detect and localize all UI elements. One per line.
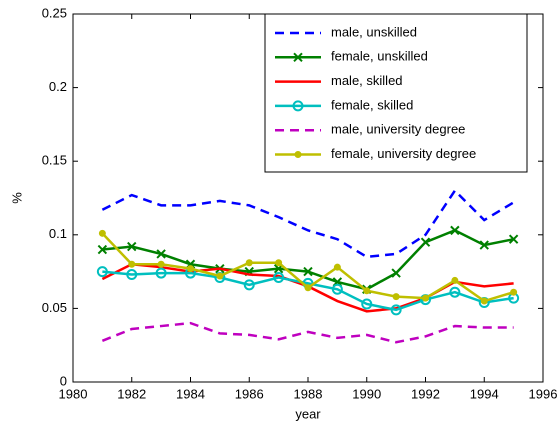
legend-label: male, university degree — [331, 122, 465, 137]
y-tick-label: 0.25 — [42, 5, 67, 20]
marker — [480, 297, 488, 305]
marker — [331, 283, 343, 295]
x-tick-label: 1992 — [411, 386, 440, 401]
marker — [243, 279, 255, 291]
marker — [156, 249, 166, 259]
legend-label: male, skilled — [331, 73, 403, 88]
legend-label: female, skilled — [331, 97, 413, 112]
x-tick-label: 1994 — [470, 386, 499, 401]
marker — [390, 304, 402, 316]
marker — [126, 269, 138, 281]
marker — [333, 263, 341, 271]
legend-label: male, unskilled — [331, 24, 417, 39]
marker — [304, 284, 312, 292]
marker — [155, 267, 167, 279]
x-tick-label: 1984 — [176, 386, 205, 401]
y-tick-label: 0.2 — [49, 79, 67, 94]
marker — [96, 266, 108, 278]
y-tick-label: 0.05 — [42, 300, 67, 315]
series-line — [101, 321, 514, 344]
marker — [187, 265, 194, 273]
marker — [98, 229, 106, 237]
marker — [127, 241, 137, 252]
legend — [264, 13, 528, 173]
marker — [391, 268, 401, 278]
marker — [450, 225, 460, 236]
marker — [451, 276, 459, 284]
x-tick-label: 1996 — [529, 386, 558, 401]
y-axis-label: % — [9, 192, 24, 204]
marker — [273, 271, 285, 283]
marker — [303, 266, 313, 277]
legend-marker — [294, 151, 302, 158]
marker — [508, 234, 519, 244]
marker — [275, 259, 283, 267]
legend-label: female, university degree — [331, 146, 476, 161]
marker — [449, 286, 461, 298]
x-tick-label: 1990 — [352, 386, 381, 401]
marker — [97, 244, 108, 255]
marker — [363, 287, 371, 295]
marker — [245, 259, 253, 267]
marker — [479, 240, 489, 250]
legend-marker — [292, 100, 304, 112]
marker — [420, 237, 431, 247]
x-tick-label: 1988 — [294, 386, 323, 401]
x-tick-label: 1986 — [235, 386, 264, 401]
marker — [510, 288, 518, 296]
marker — [361, 298, 373, 310]
y-tick-label: 0.1 — [49, 226, 67, 241]
x-tick-label: 1982 — [117, 386, 146, 401]
y-tick-label: 0.15 — [42, 153, 67, 168]
marker — [216, 272, 224, 280]
legend-marker — [293, 52, 303, 63]
series-line — [102, 270, 514, 312]
marker — [422, 294, 429, 302]
series-line — [101, 188, 515, 259]
x-axis-label: year — [295, 406, 321, 421]
marker — [392, 293, 400, 301]
marker — [157, 260, 165, 268]
x-tick-label: 1980 — [59, 386, 88, 401]
y-tick-label: 0 — [60, 373, 67, 388]
marker — [128, 260, 136, 268]
legend-label: female, unskilled — [331, 49, 428, 64]
